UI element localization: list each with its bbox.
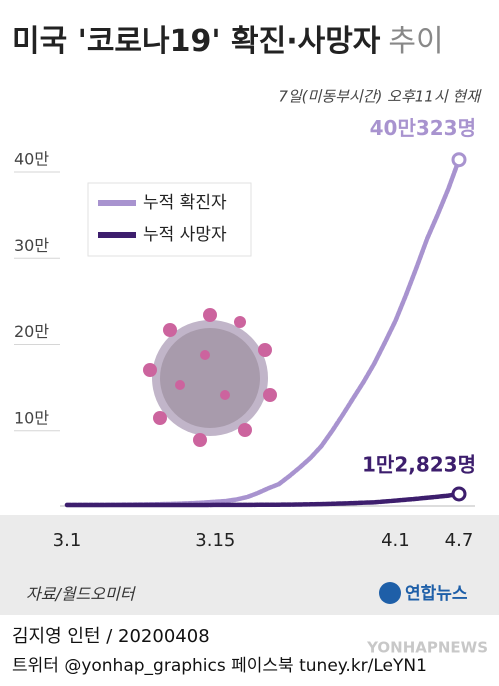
source: 자료/월드오미터 xyxy=(26,585,137,604)
title-tail: 추이 xyxy=(388,24,443,59)
x-tick-label: 4.1 xyxy=(381,530,410,551)
virus-illustration xyxy=(143,308,277,447)
value-label: 1만2,823명 xyxy=(362,452,476,476)
subtitle: 7일(미동부시간) 오후11시 현재 xyxy=(278,88,482,106)
value-label: 40만323명 xyxy=(370,116,476,140)
social: 트위터 @yonhap_graphics 페이스북 tuney.kr/LeYN1 xyxy=(12,656,427,676)
logo-icon xyxy=(379,582,401,604)
axis-band xyxy=(0,515,499,615)
series-line xyxy=(64,491,462,508)
title-main: 미국 '코로나19' 확진·사망자 xyxy=(12,24,381,59)
legend-label: 누적 확진자 xyxy=(143,193,227,213)
logo: 연합뉴스 xyxy=(405,583,468,604)
credit: 김지영 인턴 / 20200408 xyxy=(12,626,210,647)
end-point xyxy=(451,152,467,168)
watermark: YONHAPNEWS xyxy=(366,639,488,657)
x-tick-label: 3.1 xyxy=(53,530,82,551)
y-tick-label: 10만 xyxy=(14,408,49,427)
x-tick-label: 4.7 xyxy=(445,530,474,551)
end-point xyxy=(451,486,467,502)
y-tick-label: 40만 xyxy=(14,150,49,169)
title: 미국 '코로나19' 확진·사망자 추이 xyxy=(12,24,444,59)
y-tick-label: 30만 xyxy=(14,236,49,255)
legend-label: 누적 사망자 xyxy=(143,225,227,245)
y-tick-label: 20만 xyxy=(14,322,49,341)
x-tick-label: 3.15 xyxy=(195,530,235,551)
legend xyxy=(87,182,252,257)
